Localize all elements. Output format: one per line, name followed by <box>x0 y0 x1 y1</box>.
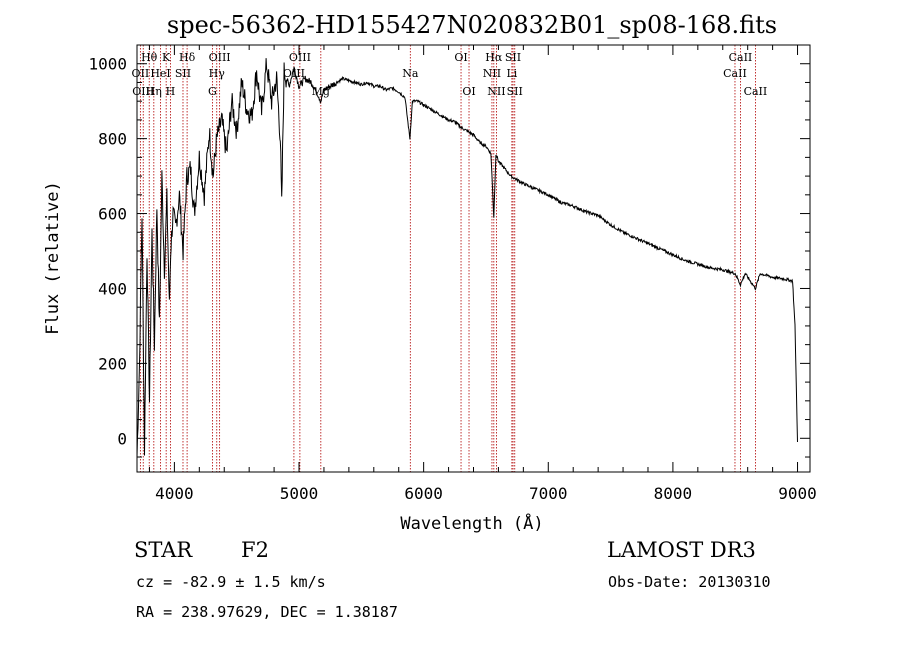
spectral-line-label: OI <box>454 51 467 64</box>
chart-title: spec-56362-HD155427N020832B01_sp08-168.f… <box>167 11 777 39</box>
spectral-line-label: CaII <box>729 51 753 64</box>
spectral-line-label: Hδ <box>179 51 196 64</box>
spectral-line-label: Hη <box>146 85 162 98</box>
y-tick-label: 1000 <box>88 55 127 74</box>
spectral-line-label: CaII <box>723 67 747 80</box>
x-tick-label: 5000 <box>280 484 319 503</box>
object-subclass: F2 <box>241 538 269 562</box>
plot-frame <box>136 44 811 473</box>
y-tick-label: 800 <box>98 130 127 149</box>
spectral-line-label: SII <box>507 85 523 98</box>
spectral-line-label: K <box>162 51 171 64</box>
coordinates: RA = 238.97629, DEC = 1.38187 <box>136 603 398 621</box>
spectral-line-label: Na <box>402 67 419 80</box>
spectral-line-label: NII <box>483 67 501 80</box>
spectral-line-label: OIII <box>283 67 305 80</box>
y-axis-ticks: 0 200 400 600 800 1000 <box>88 44 810 458</box>
spectral-line-label: Hγ <box>209 67 226 80</box>
x-tick-label: 8000 <box>654 484 693 503</box>
spectral-line-label: OIII <box>289 51 311 64</box>
spectral-line-label: OII <box>132 67 150 80</box>
object-class: STAR <box>134 538 193 562</box>
spectral-line-label: SII <box>505 51 521 64</box>
x-tick-label: 6000 <box>404 484 443 503</box>
y-tick-label: 400 <box>98 279 127 298</box>
y-axis-label: Flux (relative) <box>43 181 63 335</box>
spectral-line-label: H <box>166 85 176 98</box>
y-tick-label: 0 <box>117 429 127 448</box>
spectral-line-label: CaII <box>744 85 768 98</box>
spectral-line-label: Li <box>506 67 517 80</box>
spectral-line-label: OIII <box>209 51 231 64</box>
y-tick-label: 200 <box>98 354 127 373</box>
x-tick-label: 7000 <box>529 484 568 503</box>
spectral-line-label: Hα <box>485 51 503 64</box>
obs-date: Obs-Date: 20130310 <box>608 573 771 591</box>
spectral-line-label: OI <box>462 85 475 98</box>
y-tick-label: 600 <box>98 205 127 224</box>
redshift-readout: cz = -82.9 ± 1.5 km/s <box>136 573 326 591</box>
spectral-line-label: Hθ <box>141 51 158 64</box>
spectral-line-label: SII <box>175 67 191 80</box>
spectrum-series-line <box>136 58 798 458</box>
x-axis-ticks: 4000 5000 6000 7000 8000 9000 <box>148 45 817 503</box>
survey-label: LAMOST DR3 <box>607 538 756 562</box>
spectral-line-label: G <box>208 85 217 98</box>
spectral-line-label: HeI <box>150 67 170 80</box>
x-tick-label: 4000 <box>155 484 194 503</box>
spectrum-chart: spec-56362-HD155427N020832B01_sp08-168.f… <box>43 11 817 534</box>
x-tick-label: 9000 <box>778 484 817 503</box>
spectral-line-label: OIII <box>132 85 154 98</box>
spectral-line-label: NII <box>487 85 505 98</box>
x-axis-label: Wavelength (Å) <box>400 512 543 534</box>
